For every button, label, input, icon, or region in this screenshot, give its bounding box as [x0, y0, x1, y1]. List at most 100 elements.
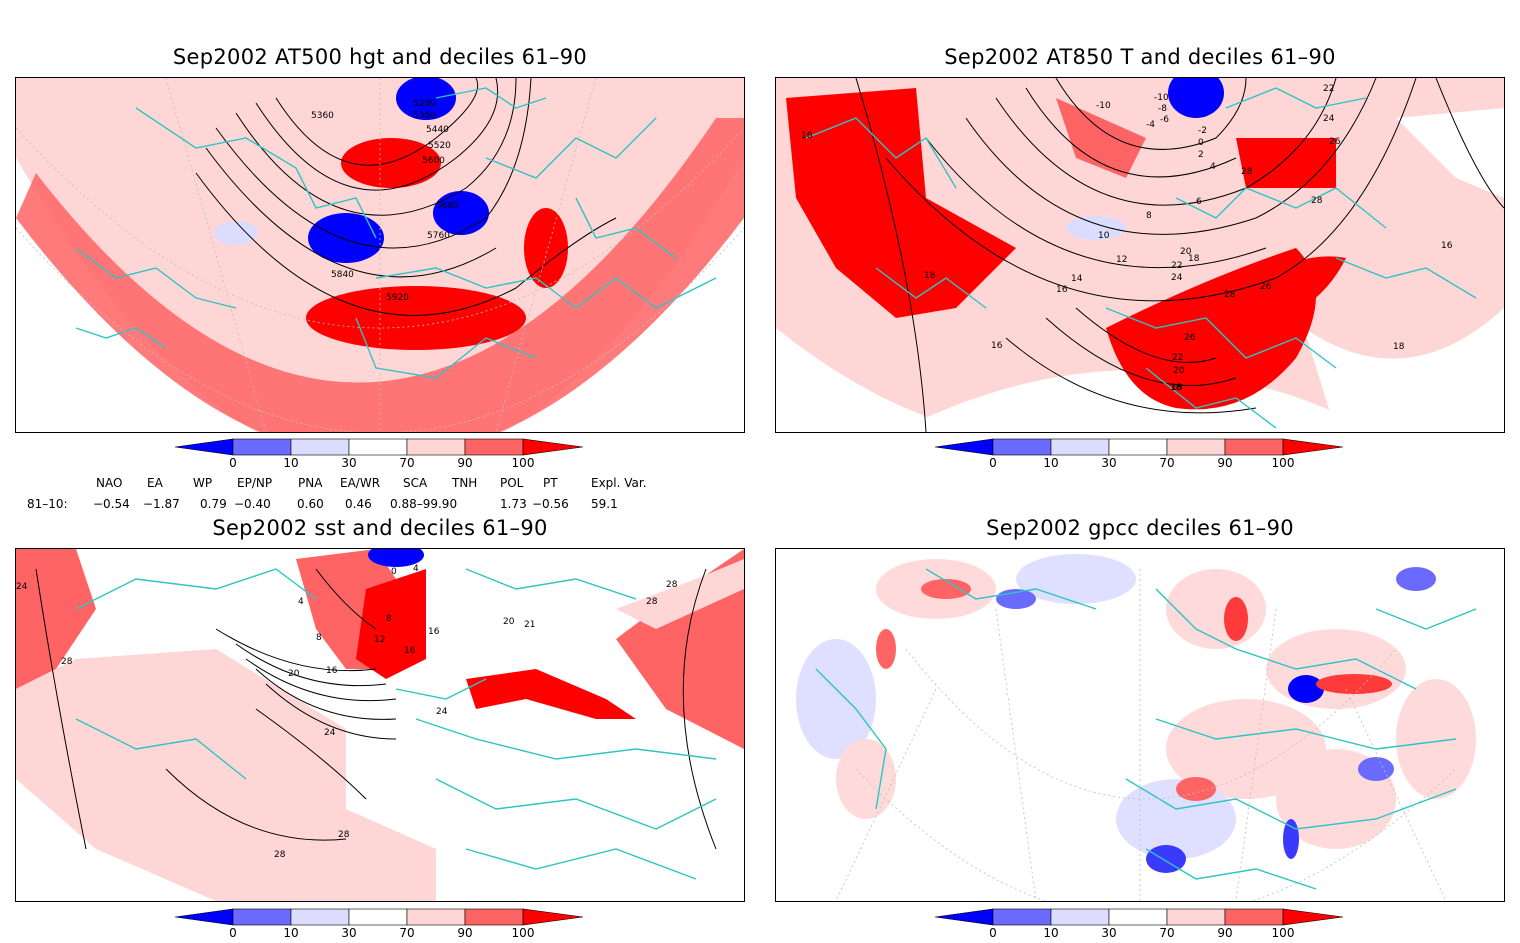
contour-label: 28	[274, 850, 286, 860]
contour-label: 18	[924, 271, 936, 281]
colorbar-tick: 30	[1101, 926, 1117, 940]
index-value: 0.88–99.90	[390, 497, 458, 511]
contour-label: 4	[413, 564, 419, 574]
contour-label: 24	[324, 728, 336, 738]
colorbar-gpcc: 0 10 30 70 90 100	[934, 908, 1355, 943]
contour-label: 18	[1393, 342, 1405, 352]
colorbar-tick: 90	[1217, 926, 1233, 940]
contour-label: 4	[1210, 162, 1216, 172]
index-header: Expl. Var.	[591, 476, 647, 490]
contour-label: -10	[1154, 93, 1169, 103]
index-row-label: 81–10:	[27, 497, 68, 511]
indices-header: NAO EA WP EP/NP PNA EA/WR SCA TNH POL PT…	[0, 476, 700, 492]
index-header: NAO	[96, 476, 123, 490]
panel-title-gpcc: Sep2002 gpcc deciles 61–90	[986, 516, 1294, 540]
contour-label: 28	[338, 830, 350, 840]
map-t850: -10 -10 -8 -6 -4 -2 0 2 4 6 8 10 12 14 1…	[776, 78, 1504, 432]
contour-label: 20	[1173, 366, 1185, 376]
colorbar-swatch	[290, 438, 350, 456]
contour-label: 10	[1098, 231, 1110, 241]
contour-label: 5920	[386, 293, 409, 303]
contour-label: -6	[1160, 115, 1169, 125]
colorbar-t850: 0 10 30 70 90 100	[934, 438, 1355, 473]
colorbar-swatches	[174, 908, 584, 926]
contour-label: -8	[1158, 104, 1167, 114]
colorbar-arrow-low	[174, 438, 234, 456]
contour-label: 18	[1171, 383, 1183, 393]
contour-label: 5840	[331, 270, 354, 280]
panel-title-t850: Sep2002 AT850 T and deciles 61–90	[944, 45, 1336, 69]
contour-label: 22	[1323, 84, 1334, 94]
contour-label: 0	[391, 567, 397, 577]
contour-label: 0	[1198, 138, 1204, 148]
contour-label: 5520	[428, 141, 451, 151]
colorbar-tick: 30	[341, 456, 357, 470]
contour-label: 6	[1196, 197, 1202, 207]
index-header: TNH	[452, 476, 478, 490]
panel-title-hgt500: Sep2002 AT500 hgt and deciles 61–90	[172, 45, 588, 69]
index-value: −0.56	[532, 497, 569, 511]
contour-label: 5760	[427, 231, 450, 241]
contour-label: 24	[1323, 114, 1335, 124]
contour-label: 18	[1188, 254, 1200, 264]
index-value: −1.87	[143, 497, 180, 511]
contour-label: 18	[1170, 383, 1182, 393]
contour-label: 5440	[426, 125, 449, 135]
contour-label: 26	[1184, 333, 1196, 343]
colorbar-tick: 100	[1271, 456, 1295, 470]
colorbar-tick: 90	[1217, 456, 1233, 470]
contour-label: 24	[1171, 273, 1183, 283]
colorbar-hgt500: 0 10 30 70 90 100	[174, 438, 595, 473]
contour-label: 5360	[413, 111, 436, 121]
colorbar-swatch	[232, 438, 292, 456]
contour-label: 2	[1198, 150, 1204, 160]
colorbar-tick: 10	[1043, 456, 1059, 470]
index-value: 1.73	[500, 497, 527, 511]
map-hgt500: 5280 5360 5360 5440 5520 5600 5680 5760 …	[16, 78, 744, 432]
colorbar-tick: 0	[989, 456, 997, 470]
contour-label: 8	[316, 633, 322, 643]
indices-values: 81–10: −0.54 −1.87 0.79 −0.40 0.60 0.46 …	[0, 497, 700, 513]
contour-label: 14	[1071, 274, 1083, 284]
contour-label: 16	[801, 131, 813, 141]
colorbar-tick: 70	[1159, 456, 1175, 470]
map-sst: 24 28 0 4 4 8 8 12 16 16 16 20 20 24 24 …	[16, 549, 744, 901]
contour-label: 12	[374, 635, 385, 645]
colorbar-tick: 70	[399, 926, 415, 940]
index-value: 0.60	[297, 497, 324, 511]
contour-label: 16	[1056, 285, 1068, 295]
colorbar-swatches	[934, 908, 1344, 926]
colorbar-tick: 30	[1101, 456, 1117, 470]
colorbar-tick: 10	[283, 456, 299, 470]
index-value: 0.79	[200, 497, 227, 511]
contour-label: 8	[386, 614, 392, 624]
contour-label: -10	[1096, 101, 1111, 111]
colorbar-tick: 70	[1159, 926, 1175, 940]
contour-label: 28	[666, 580, 678, 590]
colorbar-tick: 0	[989, 926, 997, 940]
contour-label: 16	[404, 646, 416, 656]
colorbar-arrow-high	[522, 438, 584, 456]
index-header: PT	[543, 476, 558, 490]
contour-label: 24	[16, 582, 28, 592]
contour-label: 8	[1146, 211, 1152, 221]
contour-label: 22	[1171, 261, 1182, 271]
contour-label: 4	[298, 597, 304, 607]
colorbar-tick: 100	[1271, 926, 1295, 940]
contour-label: 26	[1329, 137, 1341, 147]
contour-label: 28	[1224, 290, 1236, 300]
contour-label: 21	[524, 620, 535, 630]
index-value: 59.1	[591, 497, 618, 511]
contour-label: 12	[1116, 255, 1127, 265]
index-header: WP	[193, 476, 213, 490]
colorbar-tick: 10	[283, 926, 299, 940]
contour-label: 20	[503, 617, 515, 627]
contour-label: -4	[1146, 120, 1155, 130]
contour-label: 16	[326, 666, 338, 676]
contour-label: 16	[991, 341, 1003, 351]
contour-label: 28	[1241, 167, 1253, 177]
colorbar-swatch	[348, 438, 408, 456]
colorbar-tick: 90	[457, 926, 473, 940]
index-value: −0.40	[234, 497, 271, 511]
map-panel-gpcc	[775, 548, 1505, 902]
